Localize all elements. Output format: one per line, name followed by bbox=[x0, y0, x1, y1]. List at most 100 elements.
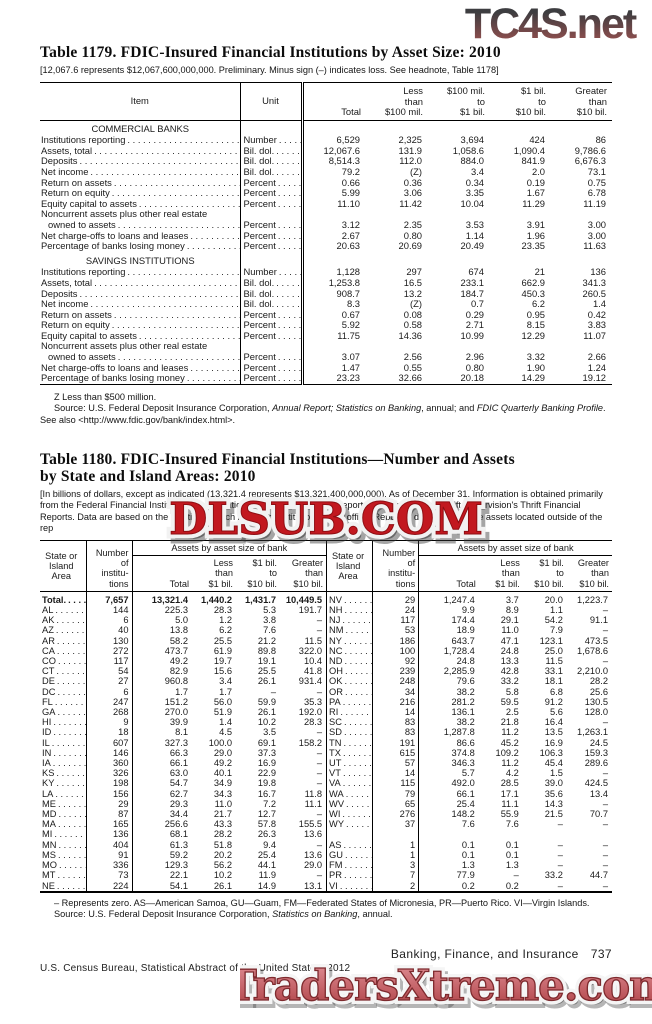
dot-leader bbox=[338, 881, 372, 891]
table-1180-title: Table 1180. FDIC-Insured Financial Insti… bbox=[40, 450, 515, 486]
row-label: owned to assets bbox=[40, 220, 240, 231]
state-cell-text: RI bbox=[329, 707, 339, 718]
table-row: Deposits Bil. dol. 908.7 13.2 184.7 450.3 260.… bbox=[40, 288, 612, 300]
value-cell: 1,090.4 bbox=[513, 144, 545, 156]
dot-leader bbox=[56, 799, 86, 809]
unit-cell-text: Percent bbox=[243, 330, 276, 341]
count-cell: 6 bbox=[86, 686, 133, 697]
row-label-pre: Noncurrent assets plus other real estate bbox=[41, 340, 208, 352]
state-cell-wrap: NC bbox=[329, 646, 372, 656]
value-cell: 42.8 bbox=[500, 666, 519, 677]
value-cell: 3.5 bbox=[263, 727, 276, 738]
value-cell: (Z) bbox=[410, 298, 422, 310]
count-cell: 83 bbox=[372, 727, 420, 738]
dot-leader bbox=[185, 241, 240, 252]
value-cell: 21.7 bbox=[213, 809, 232, 820]
value-cell: 129.3 bbox=[164, 860, 188, 871]
value-cell: 13,321.4 bbox=[151, 594, 188, 605]
unit-cell: Percent bbox=[239, 373, 304, 385]
dot-leader bbox=[56, 809, 85, 819]
value-cell: 1,263.1 bbox=[576, 727, 608, 738]
table-row: WV 65 25.4 11.1 14.3 – bbox=[326, 798, 612, 810]
value-cell: 11.2 bbox=[501, 727, 519, 738]
value-cell: 11.1 bbox=[304, 798, 323, 809]
state-cell: AS bbox=[326, 839, 374, 850]
state-cell-text: OR bbox=[329, 686, 343, 697]
unit-cell-text: Percent bbox=[243, 188, 276, 199]
state-cell: DC bbox=[40, 686, 87, 697]
value-cell: – bbox=[602, 798, 608, 809]
row-label-text: owned to assets bbox=[48, 352, 116, 363]
dot-leader bbox=[51, 748, 85, 758]
col-header-1b-10b-text: $1 bil. to $10 bil. bbox=[515, 85, 546, 118]
state-cell: VT bbox=[326, 768, 374, 779]
value-cell: 9.4 bbox=[263, 839, 276, 850]
table-row: TN 191 86.6 45.2 16.9 24.5 bbox=[326, 737, 612, 748]
table-1180-footnote-dash: – Represents zero. AS—American Samoa, GU… bbox=[54, 897, 590, 908]
table-1180-right-header: State or Island Area Number of institu- … bbox=[326, 540, 612, 592]
row-label-pre: Noncurrent assets plus other real estate bbox=[41, 208, 208, 220]
value-cell: 7.6 bbox=[263, 625, 276, 636]
count-cell: 34 bbox=[372, 686, 420, 697]
table-row: FL 247 151.2 56.0 59.9 35.3 bbox=[40, 696, 326, 708]
value-cell: – bbox=[602, 839, 608, 850]
count-cell: 165 bbox=[86, 819, 133, 830]
state-cell-text: ND bbox=[329, 656, 343, 667]
state-cell: TX bbox=[326, 747, 374, 759]
state-cell: NJ bbox=[326, 615, 374, 626]
unit-cell-text: Bil. dol. bbox=[243, 166, 275, 177]
value-cell: 13.4 bbox=[589, 788, 608, 799]
state-cell: MT bbox=[40, 870, 87, 881]
value-cell: 19.1 bbox=[257, 656, 276, 667]
row-label-wrap: Net income bbox=[41, 167, 240, 178]
value-cell: 0.08 bbox=[403, 308, 422, 320]
state-cell: WA bbox=[326, 788, 374, 799]
dot-leader bbox=[55, 676, 86, 686]
value-cell: 346.3 bbox=[451, 758, 475, 769]
state-cell: AL bbox=[40, 605, 87, 616]
col-header-1b-10b: $1 bil. to $10 bil. bbox=[490, 82, 551, 121]
count-cell: 1 bbox=[372, 839, 420, 850]
value-cell: – bbox=[602, 819, 608, 830]
unit-cell: Bil. dol. bbox=[239, 166, 304, 178]
state-cell: MS bbox=[40, 849, 87, 861]
state-cell-wrap: MO bbox=[42, 860, 86, 870]
dot-leader bbox=[274, 146, 300, 157]
value-cell: 4.5 bbox=[219, 727, 232, 738]
header-row: State or Island Area Number of institu- … bbox=[40, 540, 327, 592]
value-cell: 0.80 bbox=[403, 229, 422, 241]
state-cell-text: VT bbox=[329, 768, 341, 779]
table-row: AS 1 0.1 0.1 – – bbox=[326, 839, 612, 850]
state-cell: NM bbox=[326, 625, 374, 636]
section-heading: SAVINGS INSTITUTIONS bbox=[85, 254, 195, 266]
state-cell-text: KY bbox=[42, 778, 55, 789]
count-cell: 191 bbox=[372, 737, 420, 748]
value-cell: 3.07 bbox=[341, 351, 360, 363]
table-row: Net income Bil. dol. 79.2 (Z) 3.4 2.0 73.1 bbox=[40, 165, 612, 178]
value-cell: 26.1 bbox=[257, 676, 276, 687]
table-row: MT 73 22.1 10.2 11.9 – bbox=[40, 870, 326, 881]
value-cell: 256.6 bbox=[164, 819, 188, 830]
text-run: , annual; and bbox=[421, 403, 477, 414]
row-label-wrap: Net charge-offs to loans and leases bbox=[41, 231, 240, 242]
unit-cell: Percent bbox=[239, 241, 304, 252]
table-row: OH 239 2,285.9 42.8 33.1 2,210.0 bbox=[326, 666, 612, 677]
page-number: 737 bbox=[590, 947, 612, 961]
value-cell: 16.5 bbox=[403, 276, 422, 288]
row-label-wrap: Return on equity bbox=[41, 320, 240, 331]
unit-cell-wrap: Percent bbox=[244, 373, 301, 384]
table-1179-source: Source: U.S. Federal Deposit Insurance C… bbox=[40, 403, 612, 426]
source-title-italic: FDIC Quarterly Banking Profile bbox=[476, 403, 604, 414]
table-row: Net charge-offs to loans and leases Perce… bbox=[40, 229, 612, 242]
value-cell: 281.2 bbox=[451, 696, 475, 707]
table-row: OR 34 38.2 5.8 6.8 25.6 bbox=[326, 686, 612, 697]
state-cell-wrap: NH bbox=[329, 605, 372, 615]
value-cell: 3.4 bbox=[470, 165, 484, 177]
value-cell: 59.2 bbox=[169, 849, 188, 860]
dot-leader bbox=[77, 289, 239, 300]
value-cell: 341.3 bbox=[582, 276, 606, 288]
table-row: FM 3 1.3 1.3 – – bbox=[326, 860, 612, 871]
value-cell: 2.96 bbox=[465, 351, 484, 363]
state-cell: AK bbox=[40, 615, 87, 626]
value-cell bbox=[428, 252, 490, 268]
